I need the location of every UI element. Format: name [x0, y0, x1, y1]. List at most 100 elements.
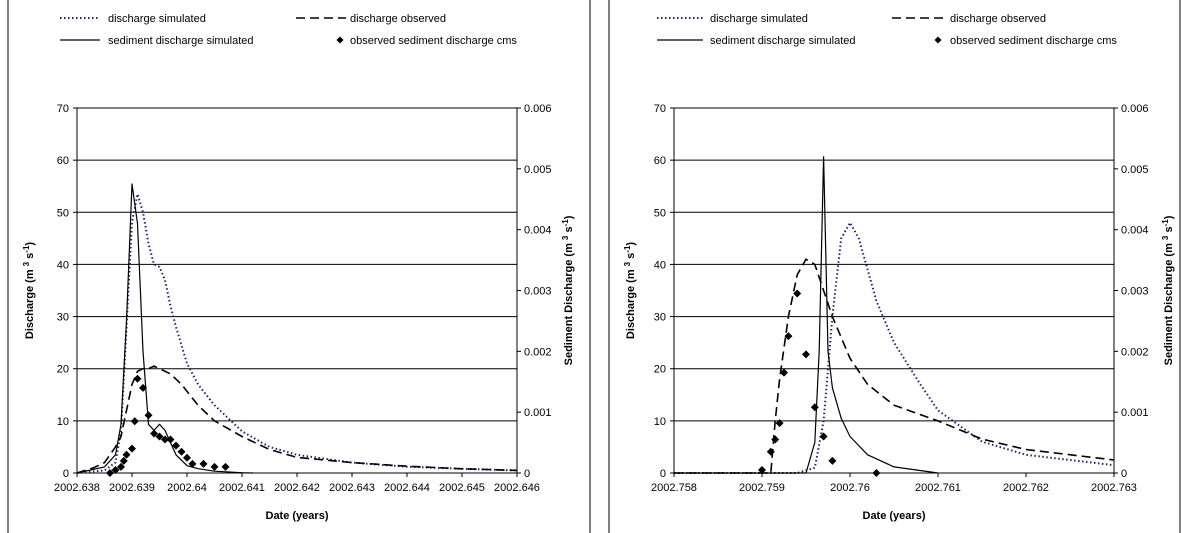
- y-tick-label: 20: [654, 364, 666, 376]
- x-tick-label: 2002.642: [274, 482, 320, 494]
- y-tick-label: 10: [57, 416, 69, 428]
- y-right-tick-label: 0.003: [524, 286, 552, 298]
- observed-sediment-point: [784, 332, 793, 341]
- y-right-tick-label: 0.005: [524, 164, 552, 176]
- x-tick-label: 2002.762: [1003, 482, 1049, 494]
- observed-sediment-point: [177, 447, 186, 456]
- observed-sediment-point: [155, 432, 164, 441]
- legend-marker: [336, 36, 344, 44]
- y-right-tick-label: 0.006: [524, 103, 552, 115]
- observed-sediment-point: [106, 469, 114, 477]
- observed-sediment-point: [802, 350, 810, 359]
- series-line-sediment-discharge-simulated: [76, 183, 254, 474]
- y-tick-label: 30: [57, 312, 69, 324]
- y-tick-label: 50: [654, 207, 666, 219]
- observed-sediment-point: [872, 469, 881, 477]
- y-right-tick-label: 0: [1121, 468, 1127, 480]
- y-axis-title: Discharge (m 3 s-1): [623, 242, 637, 340]
- observed-sediment-point: [166, 435, 175, 444]
- y-tick-label: 60: [654, 155, 666, 167]
- observed-sediment-point: [188, 459, 197, 468]
- observed-sediment-point: [793, 289, 802, 298]
- series-line-discharge-observed: [674, 258, 1115, 474]
- observed-sediment-point: [172, 441, 180, 450]
- observed-sediment-point: [221, 462, 230, 471]
- y-tick-label: 30: [654, 312, 666, 324]
- y-right-axis-title: Sediment Discharge (m 3 s-1): [561, 215, 575, 365]
- legend-label: sediment discharge simulated: [108, 35, 254, 47]
- x-tick-label: 2002.644: [384, 482, 430, 494]
- observed-sediment-point: [139, 383, 147, 392]
- right-chart: 0 10 20 30 40 50 60 70 0 0.001 0.002 0.003 0.004 0.00…: [623, 13, 1175, 522]
- observed-sediment-point: [775, 419, 784, 428]
- x-tick-label: 2002.759: [739, 482, 785, 494]
- y-right-tick-label: 0.006: [1121, 103, 1149, 115]
- legend-label: discharge simulated: [108, 13, 206, 25]
- y-tick-label: 60: [57, 155, 69, 167]
- y-tick-label: 10: [654, 416, 666, 428]
- y-right-tick-label: 0.004: [524, 225, 552, 237]
- observed-sediment-point: [144, 411, 153, 420]
- x-tick-label: 2002.76: [830, 482, 870, 494]
- legend-label: discharge observed: [950, 13, 1046, 25]
- y-tick-label: 0: [660, 468, 666, 480]
- observed-sediment-point: [150, 429, 158, 438]
- x-axis-title: Date (years): [863, 510, 926, 522]
- observed-sediment-point: [766, 447, 775, 456]
- y-right-axis-title: Sediment Discharge (m 3 s-1): [1161, 215, 1175, 365]
- legend-label: observed sediment discharge cms: [350, 35, 517, 47]
- y-tick-label: 0: [63, 468, 69, 480]
- left-chart: 0 10 20 30 40 50 60 70 0 0.001 0.002 0.003 0.004 0.00…: [22, 13, 575, 522]
- observed-sediment-point: [128, 444, 136, 453]
- observed-sediment-point: [828, 456, 837, 465]
- y-right-tick-label: 0.001: [1121, 407, 1149, 419]
- x-tick-label: 2002.641: [219, 482, 265, 494]
- y-tick-label: 20: [57, 364, 69, 376]
- observed-sediment-point: [780, 368, 788, 377]
- x-tick-label: 2002.638: [54, 482, 100, 494]
- legend-marker: [934, 36, 942, 44]
- y-right-tick-label: 0.003: [1121, 286, 1149, 298]
- x-tick-label: 2002.645: [439, 482, 485, 494]
- observed-sediment-point: [161, 435, 169, 444]
- observed-sediment-point: [111, 465, 120, 474]
- x-tick-label: 2002.646: [494, 482, 540, 494]
- y-tick-label: 70: [57, 103, 69, 115]
- legend-label: sediment discharge simulated: [710, 35, 856, 47]
- observed-sediment-point: [183, 453, 191, 462]
- series-line-discharge-simulated: [76, 193, 518, 474]
- x-tick-label: 2002.758: [651, 482, 697, 494]
- series-line-discharge-simulated: [674, 221, 1115, 474]
- observed-sediment-point: [819, 432, 828, 441]
- observed-sediment-point: [119, 456, 128, 465]
- y-right-tick-label: 0.001: [524, 407, 552, 419]
- x-tick-label: 2002.763: [1091, 482, 1137, 494]
- observed-sediment-point: [758, 465, 766, 474]
- x-tick-label: 2002.64: [167, 482, 207, 494]
- y-right-tick-label: 0.005: [1121, 164, 1149, 176]
- x-tick-label: 2002.639: [109, 482, 155, 494]
- legend-label: discharge simulated: [710, 13, 808, 25]
- series-line-sediment-discharge-simulated: [674, 156, 939, 474]
- y-axis-title: Discharge (m 3 s-1): [22, 242, 36, 340]
- y-tick-label: 50: [57, 207, 69, 219]
- y-right-tick-label: 0.004: [1121, 225, 1149, 237]
- observed-sediment-point: [122, 450, 131, 459]
- observed-sediment-point: [199, 459, 208, 468]
- observed-sediment-point: [117, 462, 125, 471]
- legend-label: observed sediment discharge cms: [950, 35, 1117, 47]
- observed-sediment-point: [771, 435, 780, 444]
- observed-sediment-point: [130, 417, 139, 426]
- y-right-tick-label: 0.002: [1121, 346, 1149, 358]
- x-tick-label: 2002.761: [915, 482, 961, 494]
- observed-sediment-point: [810, 403, 819, 412]
- observed-sediment-point: [210, 462, 219, 471]
- legend-label: discharge observed: [350, 13, 446, 25]
- y-right-tick-label: 0: [524, 468, 530, 480]
- y-tick-label: 70: [654, 103, 666, 115]
- x-axis-title: Date (years): [266, 510, 329, 522]
- series-line-discharge-observed: [76, 365, 518, 474]
- observed-sediment-point: [133, 374, 142, 383]
